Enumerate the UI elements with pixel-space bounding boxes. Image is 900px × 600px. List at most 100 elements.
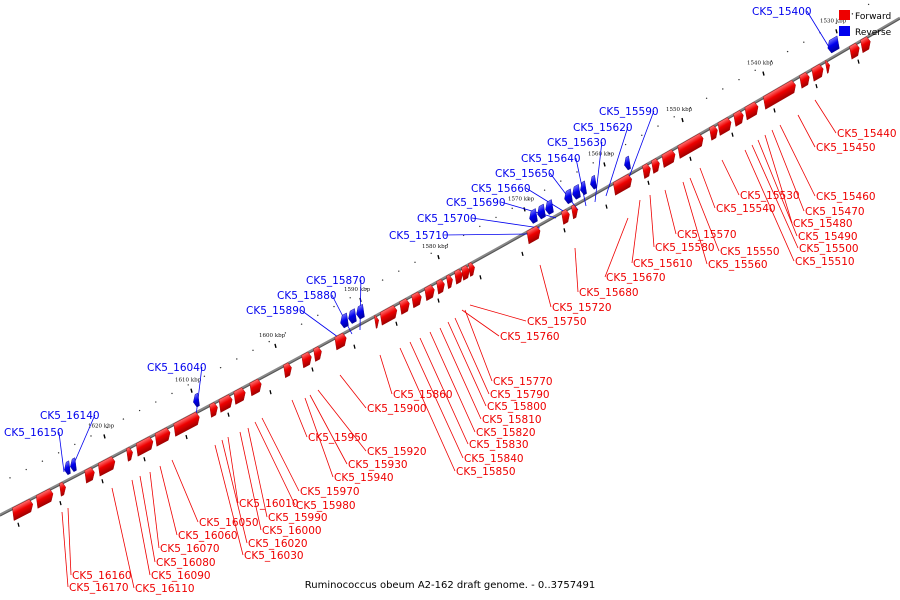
forward-gene[interactable] <box>677 132 704 159</box>
forward-gene[interactable] <box>97 455 116 477</box>
gene-label[interactable]: CK5_15920 <box>367 446 427 458</box>
forward-gene[interactable] <box>849 42 861 60</box>
forward-gene[interactable] <box>709 124 718 141</box>
forward-gene[interactable] <box>313 345 323 362</box>
gene-label[interactable]: CK5_15650 <box>495 168 555 180</box>
gene-label[interactable]: CK5_16000 <box>262 525 322 537</box>
reverse-gene[interactable] <box>528 208 538 225</box>
forward-gene[interactable] <box>824 59 831 74</box>
gene-label[interactable]: CK5_15750 <box>527 316 587 328</box>
gene-label[interactable]: CK5_15630 <box>547 137 607 149</box>
gene-label[interactable]: CK5_15660 <box>471 183 531 195</box>
forward-gene[interactable] <box>135 435 154 457</box>
forward-gene[interactable] <box>661 148 676 168</box>
reverse-gene[interactable] <box>356 303 365 320</box>
forward-gene[interactable] <box>454 268 464 285</box>
reverse-gene[interactable] <box>348 308 357 325</box>
gene-label[interactable]: CK5_15670 <box>606 272 666 284</box>
gene-label[interactable]: CK5_15680 <box>579 287 639 299</box>
forward-gene[interactable] <box>744 100 759 121</box>
forward-gene[interactable] <box>411 290 423 309</box>
reverse-gene[interactable] <box>827 35 840 55</box>
gene-label[interactable]: CK5_15860 <box>393 389 453 401</box>
forward-gene[interactable] <box>561 208 570 225</box>
gene-label[interactable]: CK5_15460 <box>816 191 876 203</box>
forward-gene[interactable] <box>35 487 54 509</box>
gene-label[interactable]: CK5_15870 <box>306 275 366 287</box>
gene-label[interactable]: CK5_15560 <box>708 259 768 271</box>
gene-label[interactable]: CK5_15800 <box>487 401 547 413</box>
gene-label[interactable]: CK5_15830 <box>469 439 529 451</box>
gene-label[interactable]: CK5_15810 <box>482 414 542 426</box>
forward-gene[interactable] <box>399 297 411 315</box>
gene-label[interactable]: CK5_15440 <box>837 128 897 140</box>
forward-gene[interactable] <box>12 498 33 521</box>
gene-label[interactable]: CK5_15620 <box>573 122 633 134</box>
forward-gene[interactable] <box>613 173 633 196</box>
gene-label[interactable]: CK5_16060 <box>178 530 238 542</box>
gene-label[interactable]: CK5_15950 <box>308 432 368 444</box>
gene-label[interactable]: CK5_15580 <box>655 242 715 254</box>
forward-gene[interactable] <box>283 361 293 379</box>
reverse-gene[interactable] <box>64 460 71 476</box>
gene-label[interactable]: CK5_16010 <box>239 498 299 510</box>
gene-label[interactable]: CK5_16030 <box>244 550 304 562</box>
forward-gene[interactable] <box>154 426 171 447</box>
gene-label[interactable]: CK5_15990 <box>268 512 328 524</box>
forward-gene[interactable] <box>249 378 262 397</box>
gene-label[interactable]: CK5_15980 <box>296 500 356 512</box>
forward-gene[interactable] <box>301 351 313 369</box>
forward-gene[interactable] <box>642 162 651 179</box>
reverse-gene[interactable] <box>192 392 200 408</box>
gene-label[interactable]: CK5_15540 <box>716 203 776 215</box>
reverse-gene[interactable] <box>544 199 554 217</box>
gene-label[interactable]: CK5_15710 <box>389 230 449 242</box>
forward-gene[interactable] <box>126 446 133 462</box>
gene-label[interactable]: CK5_16170 <box>69 582 129 594</box>
gene-label[interactable]: CK5_15470 <box>805 206 865 218</box>
gene-label[interactable]: CK5_15450 <box>816 142 876 154</box>
gene-label[interactable]: CK5_15500 <box>799 243 859 255</box>
gene-label[interactable]: CK5_16020 <box>248 538 308 550</box>
gene-label[interactable]: CK5_16070 <box>160 543 220 555</box>
gene-label[interactable]: CK5_15550 <box>720 246 780 258</box>
gene-label[interactable]: CK5_15510 <box>795 256 855 268</box>
forward-gene[interactable] <box>571 203 578 220</box>
forward-gene[interactable] <box>424 283 436 302</box>
reverse-gene[interactable] <box>589 174 597 191</box>
gene-label[interactable]: CK5_15880 <box>277 290 337 302</box>
forward-gene[interactable] <box>461 264 471 281</box>
forward-gene[interactable] <box>799 71 811 89</box>
gene-label[interactable]: CK5_15820 <box>476 427 536 439</box>
gene-label[interactable]: CK5_15840 <box>464 453 524 465</box>
forward-gene[interactable] <box>436 278 446 295</box>
reverse-gene[interactable] <box>340 312 349 329</box>
gene-label[interactable]: CK5_15530 <box>740 190 800 202</box>
forward-gene[interactable] <box>379 304 398 326</box>
gene-label[interactable]: CK5_15770 <box>493 376 553 388</box>
reverse-gene[interactable] <box>70 457 77 473</box>
gene-label[interactable]: CK5_15940 <box>334 472 394 484</box>
forward-gene[interactable] <box>733 109 745 127</box>
forward-gene[interactable] <box>84 466 96 484</box>
forward-gene[interactable] <box>334 332 347 351</box>
forward-gene[interactable] <box>811 63 825 82</box>
gene-label[interactable]: CK5_15400 <box>752 6 812 18</box>
reverse-gene[interactable] <box>563 188 573 206</box>
reverse-gene[interactable] <box>571 184 581 201</box>
forward-gene[interactable] <box>218 393 233 413</box>
forward-gene[interactable] <box>446 273 453 290</box>
gene-label[interactable]: CK5_15900 <box>367 403 427 415</box>
gene-label[interactable]: CK5_15930 <box>348 459 408 471</box>
gene-label[interactable]: CK5_15850 <box>456 466 516 478</box>
gene-label[interactable]: CK5_15570 <box>677 229 737 241</box>
gene-label[interactable]: CK5_16140 <box>40 410 100 422</box>
gene-label[interactable]: CK5_15690 <box>446 197 506 209</box>
forward-gene[interactable] <box>763 79 796 110</box>
reverse-gene[interactable] <box>623 155 631 172</box>
forward-gene[interactable] <box>209 401 219 418</box>
gene-label[interactable]: CK5_15760 <box>500 331 560 343</box>
gene-label[interactable]: CK5_15480 <box>793 218 853 230</box>
gene-label[interactable]: CK5_16160 <box>72 570 132 582</box>
gene-label[interactable]: CK5_16150 <box>4 427 64 439</box>
